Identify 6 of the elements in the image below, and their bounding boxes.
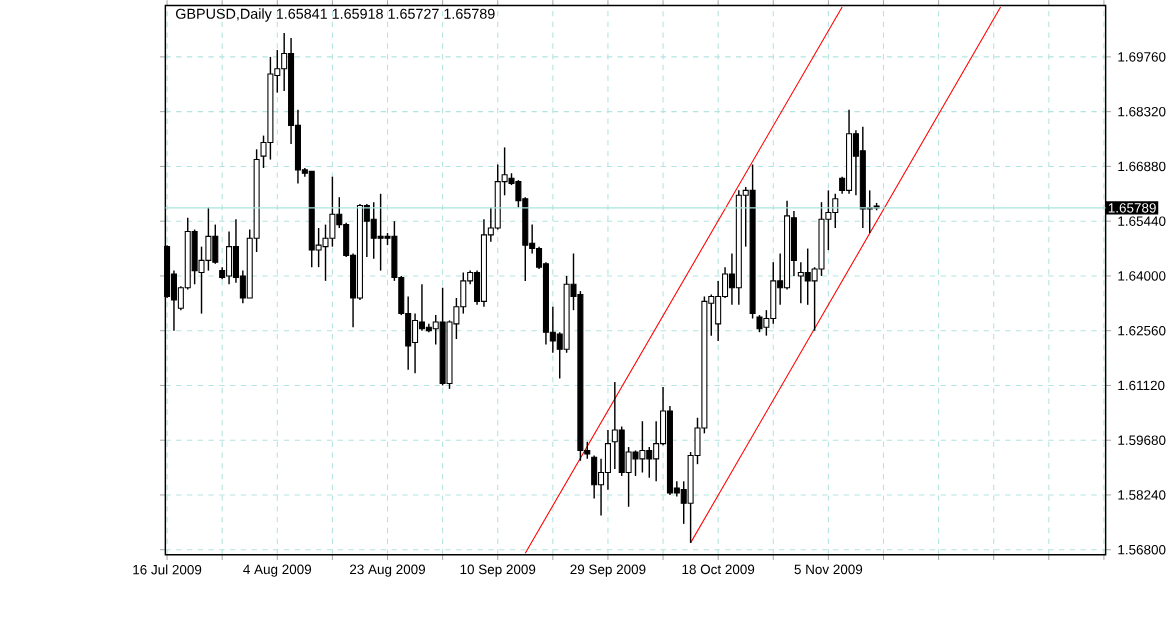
candlestick — [377, 193, 384, 272]
candlestick — [646, 446, 653, 479]
candlestick — [639, 420, 646, 474]
candlestick — [632, 450, 639, 478]
candlestick — [226, 231, 233, 286]
candlestick — [804, 248, 811, 306]
